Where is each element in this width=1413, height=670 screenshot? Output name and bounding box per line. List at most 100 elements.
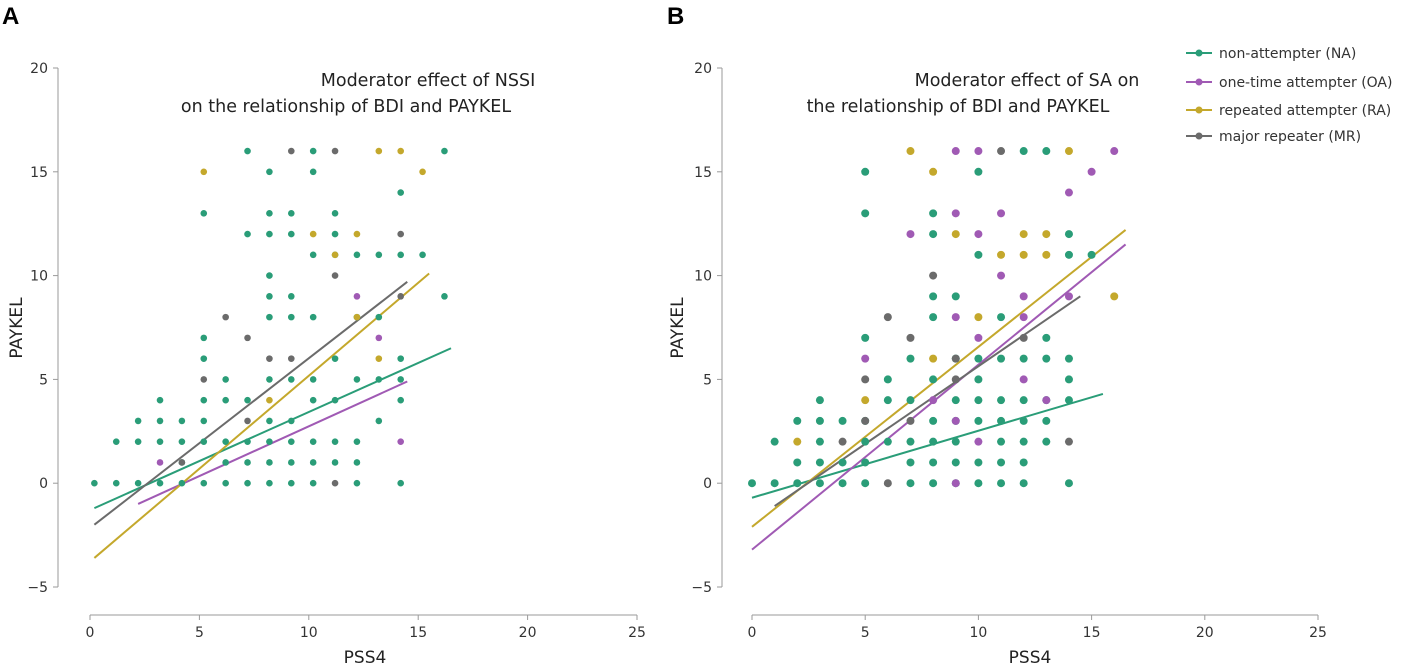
panel-a-point-mr [244,334,251,342]
panel-b-title-line-1: Moderator effect of SA on [915,71,1140,91]
panel-b-point-mr [1064,437,1073,446]
panel-a-plot: −5 0 5 10 15 20 0 5 10 15 20 25 [27,61,646,641]
panel-a-point-na [112,438,120,445]
panel-b-point-mr [883,313,892,322]
panel-b-point-na [951,396,960,405]
panel-b-x-tick-label: 10 [969,625,987,641]
panel-a-point-na [134,479,142,487]
panel-b-point-na [1064,250,1073,259]
panel-b-fit-line-ra [751,229,1127,528]
panel-a-fit-line-na [93,347,452,510]
panel-b-point-na [1064,375,1073,384]
panel-b-point-na [906,354,915,363]
panel-b-letter: B [667,3,684,30]
panel-a-point-ra [419,168,426,176]
panel-a-point-na [375,417,383,425]
panel-a-y-axis-label: PAYKEL [7,297,27,359]
panel-b-point-na [1019,458,1028,467]
panel-a-point-mr [331,147,339,155]
panel-b-point-na [974,354,983,363]
panel-b-point-na [929,230,938,239]
panel-a-point-na [112,479,120,487]
panel-b-point-na [951,458,960,467]
panel-b-fit-line-na [751,392,1104,499]
panel-a-point-na [156,438,164,445]
panel-b-point-oa [974,230,983,239]
panel-a-x-axis-label: PSS4 [344,648,387,668]
panel-b-point-mr [838,437,847,446]
panel-a-point-na [266,313,273,321]
panel-b-point-na [1042,416,1051,425]
panel-b-point-na [883,437,892,446]
panel-a-point-na [156,479,164,487]
legend-item-oa: one-time attempter (OA) [1186,75,1392,91]
panel-b-point-na [815,479,824,488]
panel-a-point-na [200,479,208,487]
panel-b-point-na [997,458,1006,467]
panel-a-point-na [353,479,361,487]
panel-b-point-na [1064,354,1073,363]
panel-a-point-na [309,313,317,321]
legend-label-oa: one-time attempter (OA) [1219,75,1392,91]
legend-marker-ra [1195,106,1203,114]
panel-a-point-na [397,355,404,362]
panel-b-point-na [1019,416,1028,425]
panel-b-point-na [929,209,938,218]
panel-a-y-tick-label: 10 [30,269,48,285]
panel-a-point-na [266,376,273,383]
panel-b-point-na [1064,396,1073,405]
panel-a-point-na [266,459,273,466]
panel-b-point-na [1019,354,1028,363]
panel-a-point-na [287,459,295,466]
panel-b-point-na [883,396,892,405]
panel-b-point-oa [1019,375,1028,384]
panel-a-point-na [353,459,361,466]
panel-b-y-tick-label: 15 [694,165,712,181]
panel-b-point-na [974,479,983,488]
panel-b-point-na [838,416,847,425]
panel-b-point-na [815,416,824,425]
panel-b-point-na [951,437,960,446]
panel-b-point-na [1087,250,1096,259]
panel-b-y-tick-label: 0 [703,476,712,492]
panel-b-point-mr [997,147,1006,156]
panel-b-point-na [793,479,802,488]
panel-a-point-ra [397,147,404,155]
panel-b-point-na [974,396,983,405]
panel-a-point-na [287,210,295,217]
panel-b-point-na [770,437,779,446]
panel-b-point-oa [906,230,915,239]
panel-b-point-oa [997,209,1006,218]
panel-b-point-ra [997,250,1006,259]
panel-b-point-na [861,437,870,446]
panel-b-point-na [815,458,824,467]
panel-a-point-na [397,251,404,259]
panel-a-point-mr [244,417,251,425]
panel-b-point-na [815,396,824,405]
panel-b-point-oa [951,416,960,425]
panel-a-point-na [244,147,251,155]
panel-b-point-mr [929,271,938,280]
panel-b-point-na [974,458,983,467]
panel-b-point-na [929,313,938,322]
panel-a-point-na [309,479,317,487]
panel-b-point-oa [1042,396,1051,405]
panel-a-y-tick-label: 0 [39,476,48,492]
panel-b-point-na [997,354,1006,363]
panel-b-point-oa [974,147,983,156]
panel-b-point-na [861,209,870,218]
panel-a-point-na [200,396,208,404]
panel-a-point-mr [287,355,295,362]
panel-a-point-na [266,293,273,300]
panel-a-y-tick-label: 5 [39,372,48,388]
panel-a-point-na [309,459,317,466]
panel-b-point-na [906,479,915,488]
legend-marker-oa [1195,78,1203,86]
panel-b-point-na [997,479,1006,488]
panel-b-point-oa [861,354,870,363]
panel-b-x-tick-label: 5 [861,625,870,641]
panel-b-point-na [861,458,870,467]
panel-a-fit-line-mr [93,281,408,526]
panel-b-point-na [997,416,1006,425]
panel-b-point-na [1019,147,1028,156]
